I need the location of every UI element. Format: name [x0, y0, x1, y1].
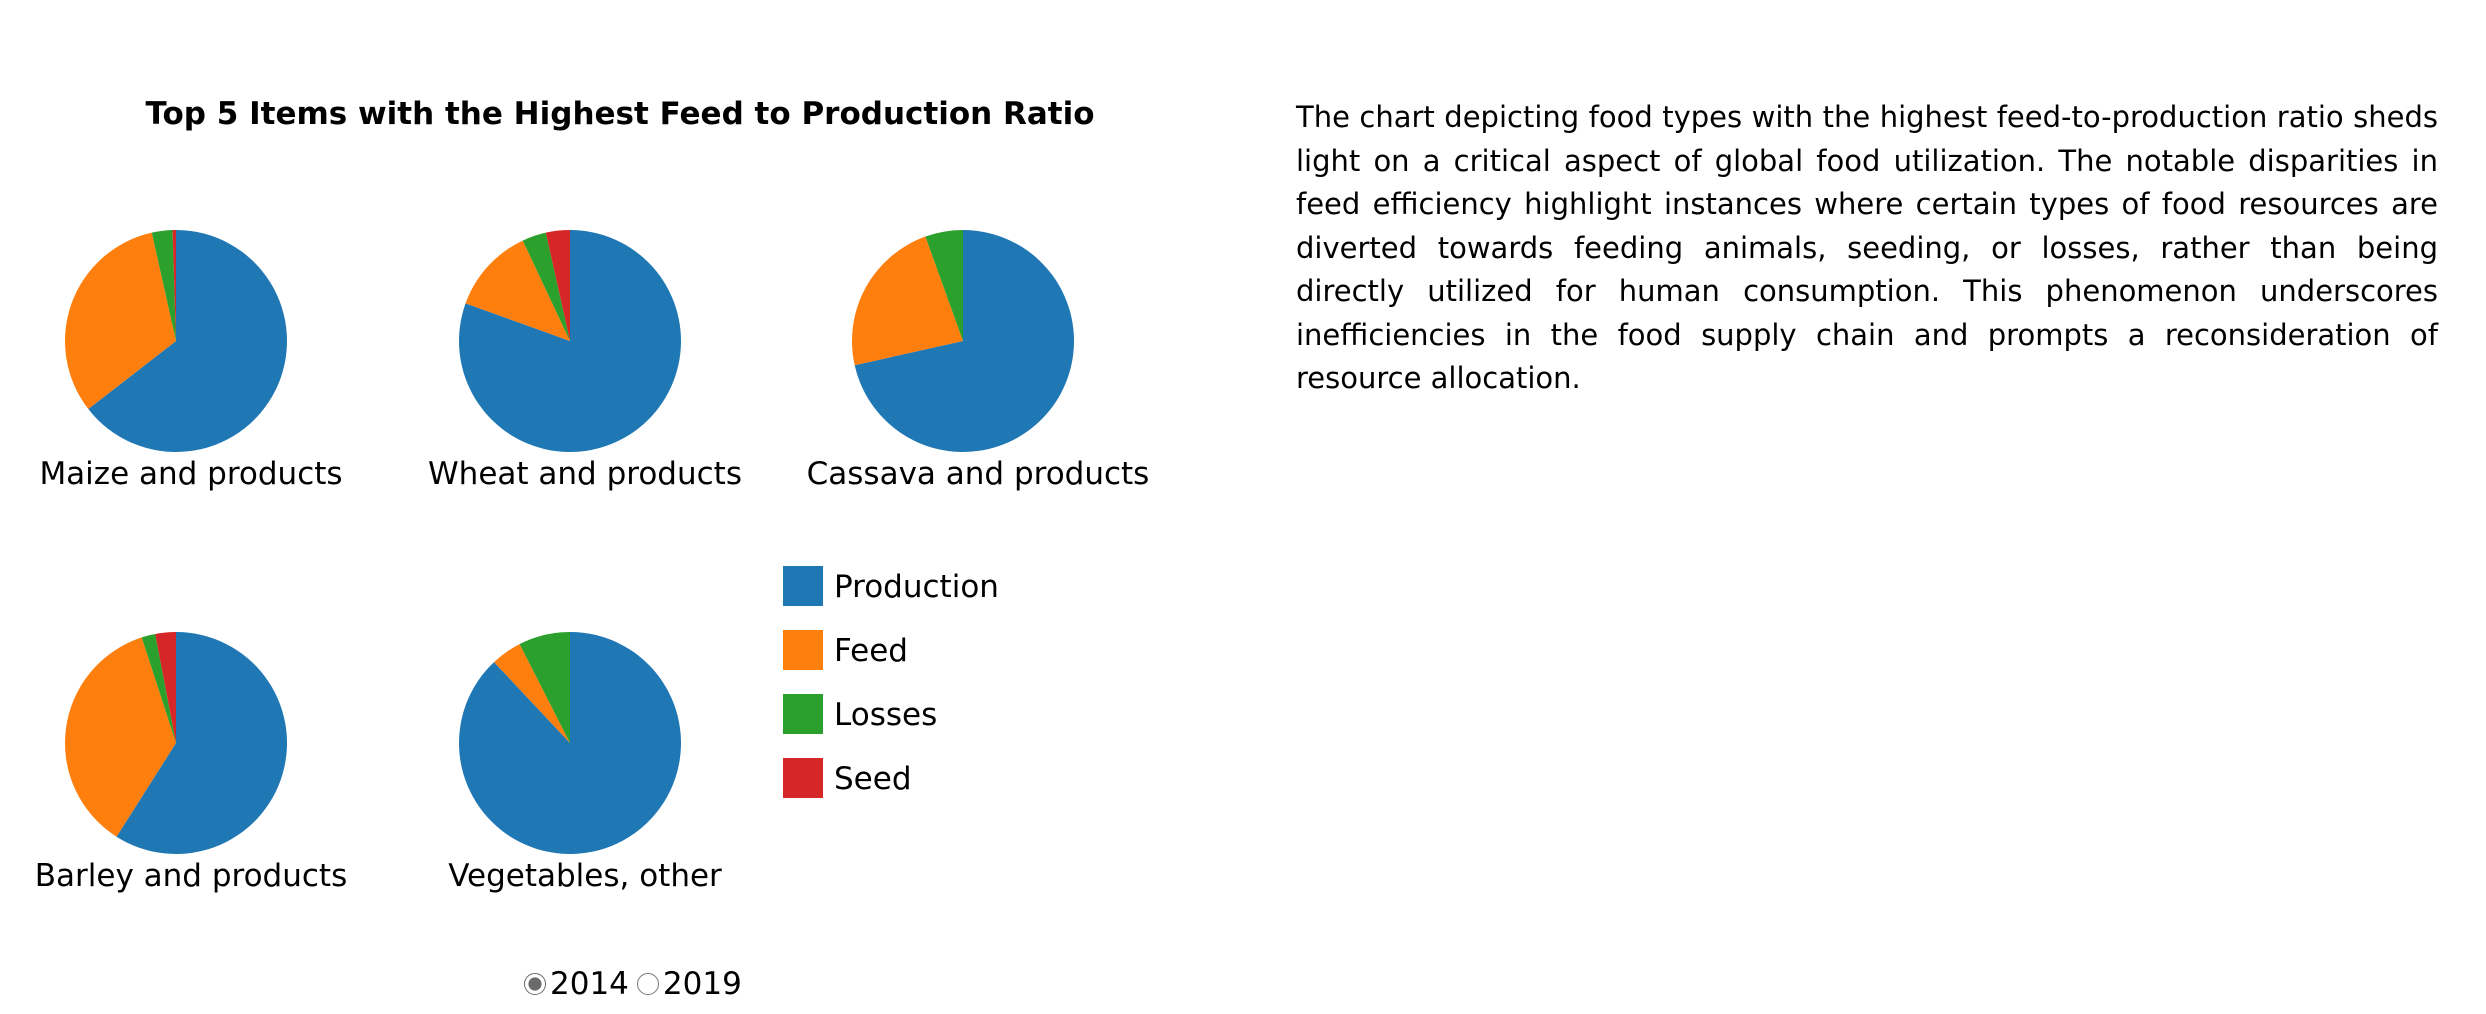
legend-swatch-production — [783, 566, 823, 606]
legend-swatch-losses — [783, 694, 823, 734]
pie-slice-feed — [852, 236, 963, 366]
pie-wheat-and-products: Wheat and products — [428, 230, 742, 492]
legend-swatch-feed — [783, 630, 823, 670]
radio-2014[interactable] — [524, 973, 546, 995]
pie-slice-losses — [522, 232, 570, 341]
pie-slice-losses — [519, 632, 570, 743]
legend-swatch-seed — [783, 758, 823, 798]
pie-slice-production — [854, 230, 1074, 452]
pie-slice-feed — [465, 240, 570, 341]
legend-label-production: Production — [834, 569, 999, 605]
pie-label: Vegetables, other — [448, 858, 722, 894]
legend-label-losses: Losses — [834, 697, 937, 733]
pie-slice-feed — [494, 644, 570, 743]
chart-title: Top 5 Items with the Highest Feed to Pro… — [145, 96, 1094, 132]
pie-slice-losses — [925, 230, 963, 341]
legend-label-feed: Feed — [834, 633, 908, 669]
year-option-2019[interactable]: 2019 — [631, 966, 742, 1002]
pie-maize-and-products: Maize and products — [39, 230, 343, 492]
pie-slice-losses — [141, 633, 176, 743]
pie-slice-seed — [155, 632, 176, 743]
pie-slice-production — [88, 230, 288, 452]
year-selector: 2014 2019 — [518, 962, 742, 1006]
pie-slice-feed — [65, 637, 176, 837]
radio-2019[interactable] — [636, 973, 659, 995]
pie-label: Maize and products — [39, 456, 342, 492]
pie-slice-production — [116, 632, 287, 854]
pie-slice-seed — [545, 230, 570, 341]
year-option-2014[interactable]: 2014 — [518, 966, 629, 1002]
pie-slice-seed — [172, 230, 176, 341]
pie-label: Barley and products — [35, 858, 347, 894]
legend: Production Feed Losses Seed — [783, 566, 999, 798]
pie-slice-losses — [151, 230, 176, 341]
pie-slice-feed — [64, 232, 176, 410]
pie-label: Cassava and products — [807, 456, 1150, 492]
pie-vegetables-other: Vegetables, other — [448, 632, 722, 894]
pie-chart-panel: Top 5 Items with the Highest Feed to Pro… — [35, 96, 1150, 894]
pie-barley-and-products: Barley and products — [35, 632, 347, 894]
pie-cassava-and-products: Cassava and products — [807, 230, 1150, 492]
pie-label: Wheat and products — [428, 456, 742, 492]
chart-description: The chart depicting food types with the … — [1296, 100, 2438, 395]
pie-charts-group: Maize and products Wheat and products Cass… — [35, 230, 1150, 894]
year-2019-label: 2019 — [662, 966, 742, 1002]
legend-label-seed: Seed — [834, 761, 912, 797]
year-2014-label: 2014 — [550, 966, 629, 1002]
